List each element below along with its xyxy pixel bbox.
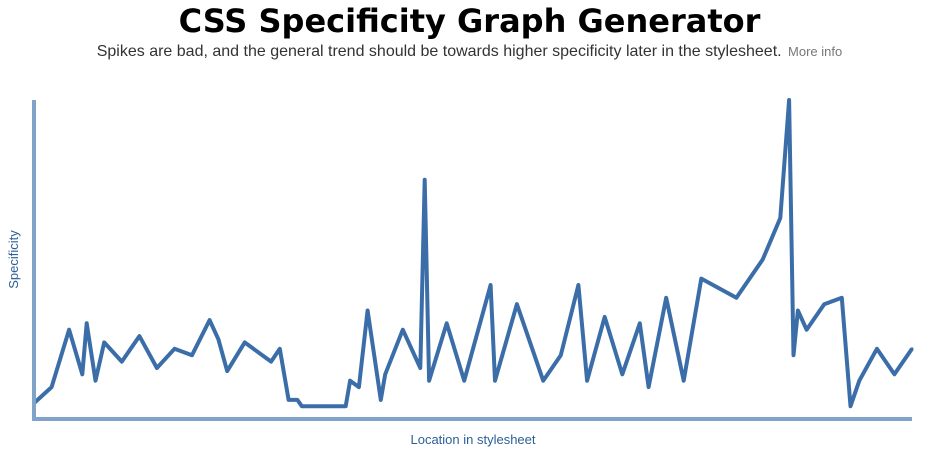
data-point	[462, 379, 466, 383]
data-point	[664, 296, 668, 300]
data-point	[857, 379, 861, 383]
subtitle-text: Spikes are bad, and the general trend sh…	[96, 43, 782, 60]
data-point	[734, 296, 738, 300]
data-point	[647, 385, 651, 389]
data-point	[216, 337, 220, 341]
data-point	[761, 258, 765, 261]
data-point	[822, 302, 826, 306]
data-point	[260, 353, 264, 357]
more-info-link[interactable]: More info	[788, 44, 843, 59]
data-point	[892, 372, 896, 376]
y-axis-label: Specificity	[6, 230, 21, 289]
data-point	[418, 366, 422, 370]
data-point	[445, 321, 449, 325]
data-point	[348, 379, 352, 383]
data-point	[85, 321, 89, 325]
plot-area	[32, 98, 914, 409]
data-point	[137, 334, 141, 338]
data-point	[559, 353, 563, 357]
data-point	[357, 385, 361, 389]
data-point	[295, 398, 299, 402]
data-point	[379, 398, 383, 402]
data-point	[67, 328, 71, 332]
data-point	[366, 309, 370, 313]
data-point	[190, 353, 194, 357]
data-point	[208, 318, 212, 322]
data-point	[805, 328, 809, 332]
data-point	[638, 321, 642, 325]
data-point	[172, 347, 176, 351]
data-point	[225, 369, 229, 373]
subtitle: Spikes are bad, and the general trend sh…	[0, 42, 939, 62]
data-point	[910, 347, 914, 351]
data-point	[791, 353, 795, 357]
x-axis-label: Location in stylesheet	[410, 432, 535, 447]
data-point	[875, 347, 879, 351]
data-point	[787, 98, 791, 102]
data-point	[682, 379, 686, 383]
data-point	[603, 315, 607, 319]
data-point	[576, 283, 580, 287]
data-point	[840, 296, 844, 300]
data-point	[515, 302, 519, 306]
data-point	[493, 379, 497, 383]
data-point	[383, 372, 387, 376]
data-point	[401, 328, 405, 332]
data-point	[50, 385, 54, 389]
data-point	[585, 379, 589, 383]
data-point	[344, 404, 348, 408]
page-title: CSS Specificity Graph Generator	[178, 2, 761, 40]
data-point	[155, 366, 159, 370]
data-point	[427, 379, 431, 383]
data-point	[300, 404, 304, 408]
data-point	[243, 340, 247, 344]
data-point	[80, 372, 84, 376]
data-point	[620, 372, 624, 376]
data-point	[699, 277, 703, 281]
data-point	[489, 283, 493, 287]
data-point	[849, 404, 853, 408]
data-point	[322, 404, 326, 408]
data-point	[423, 178, 427, 182]
data-point	[541, 379, 545, 383]
data-point	[287, 398, 291, 402]
data-point	[278, 347, 282, 351]
data-point	[93, 379, 97, 383]
data-point	[269, 360, 273, 364]
data-point	[102, 340, 106, 344]
data-point	[778, 216, 782, 220]
data-point	[120, 360, 124, 364]
data-point	[796, 309, 800, 313]
series-line-0	[32, 98, 914, 409]
